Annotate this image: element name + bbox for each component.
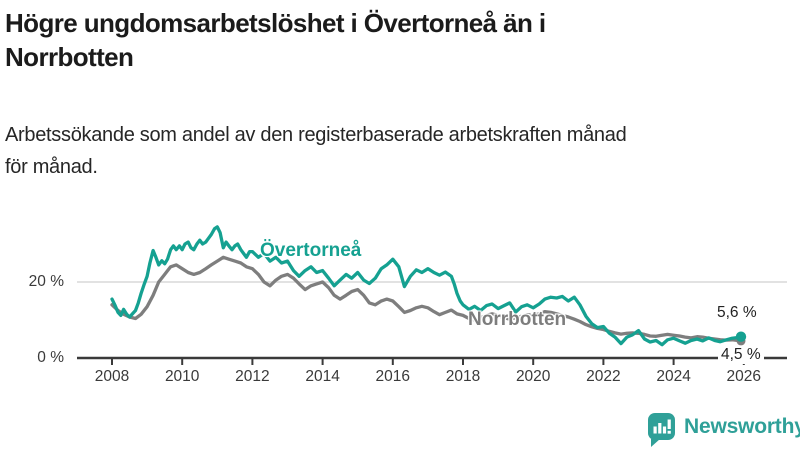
title-line-1: Högre ungdomsarbetslöshet i Övertorneå ä… — [5, 8, 546, 38]
x-tick-label-2008: 2008 — [94, 368, 130, 385]
line-chart — [0, 200, 800, 400]
newsworthy-logo[interactable]: Newsworthy — [648, 413, 800, 447]
subtitle-line-1: Arbetssökande som andel av den registerb… — [5, 124, 627, 146]
end-dot-övertorneå — [735, 331, 747, 342]
x-tick-label-2014: 2014 — [305, 368, 340, 385]
title-line-2: Norrbotten — [5, 42, 134, 72]
x-tick-label-2022: 2022 — [586, 368, 621, 385]
x-tick-label-2026: 2026 — [726, 368, 762, 385]
y-axis-label-20: 20 % — [28, 273, 64, 290]
x-tick-label-2018: 2018 — [445, 368, 481, 385]
x-tick-label-2012: 2012 — [235, 368, 270, 385]
bar-3 — [662, 426, 667, 434]
newsworthy-logo-icon — [648, 413, 675, 447]
x-tick-label-2010: 2010 — [164, 368, 200, 385]
bar-chart-exclamation-icon — [653, 419, 671, 434]
series-line-övertorneå — [110, 225, 743, 347]
y-axis-label-0: 0 % — [37, 349, 64, 366]
subtitle-line-2: för månad. — [5, 156, 98, 178]
x-tick-label-2020: 2020 — [515, 368, 551, 385]
plot-area — [77, 225, 787, 365]
series-label-norrbotten: Norrbotten — [468, 309, 567, 330]
exclamation-bar — [667, 419, 671, 429]
end-value-overtornea: 5,6 % — [717, 304, 757, 321]
end-value-norrbotten: 4,5 % — [718, 346, 764, 364]
bar-2 — [658, 423, 662, 434]
newsworthy-wordmark: Newsworthy — [684, 414, 800, 438]
exclamation-dot — [667, 430, 671, 434]
series-label-overtornea: Övertorneå — [260, 240, 362, 261]
speech-bubble-tail — [651, 439, 660, 447]
x-tick-label-2024: 2024 — [656, 368, 691, 385]
x-tick-label-2016: 2016 — [375, 368, 411, 385]
page-title: Högre ungdomsarbetslöshet i Övertorneå ä… — [5, 6, 785, 74]
bar-1 — [653, 426, 657, 434]
chart-subtitle: Arbetssökande som andel av den registerb… — [5, 119, 795, 183]
